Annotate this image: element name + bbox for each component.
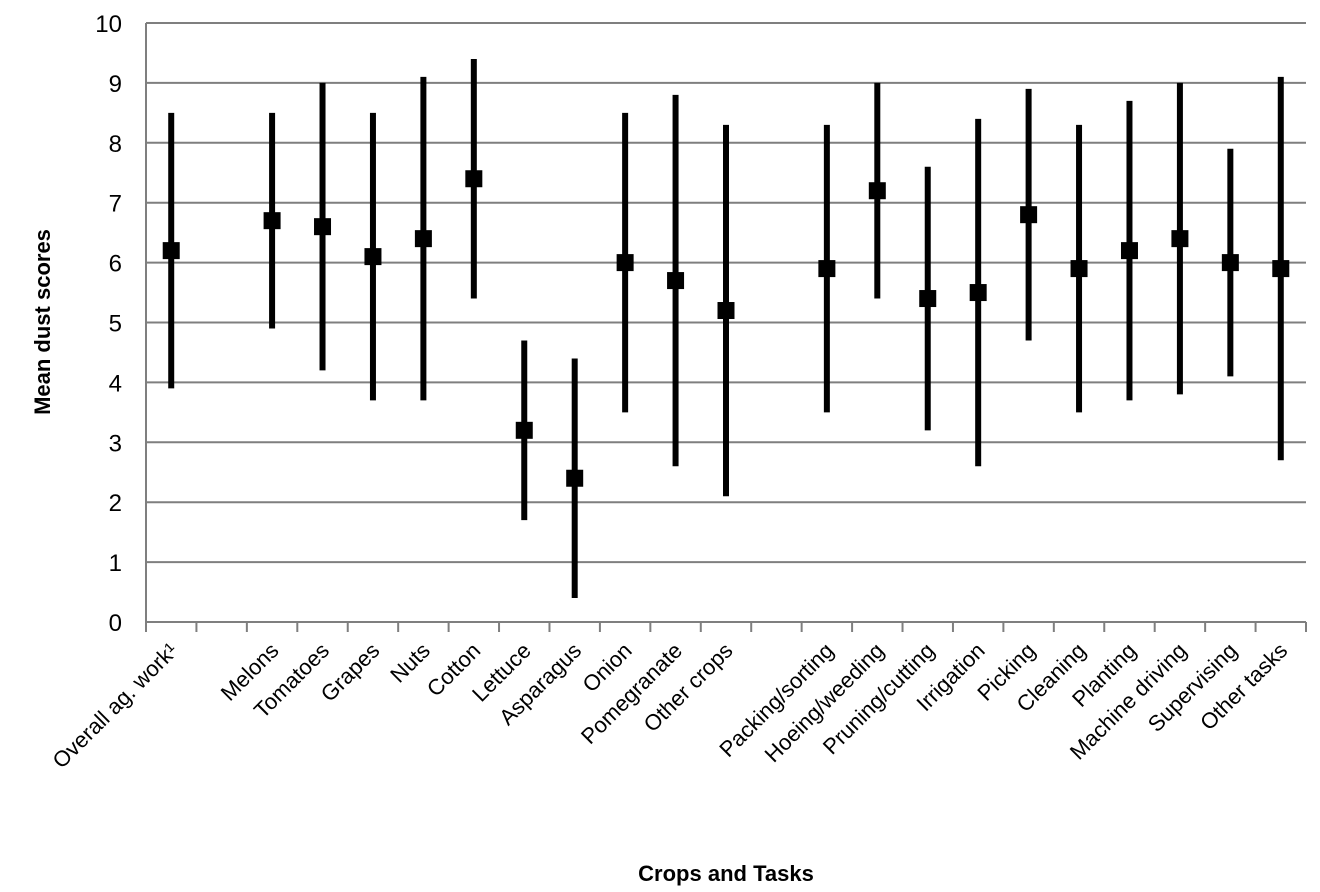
mean-marker (515, 421, 533, 439)
x-axis-title: Crops and Tasks (638, 861, 814, 886)
mean-marker (1120, 242, 1138, 260)
y-tick-label: 6 (109, 251, 122, 278)
x-tick-label: Overall ag. work¹ (47, 638, 182, 773)
y-tick-label: 5 (109, 311, 122, 338)
y-tick-label: 8 (109, 131, 122, 158)
mean-marker (414, 230, 432, 248)
y-tick-label: 9 (109, 71, 122, 98)
mean-marker (1221, 254, 1239, 272)
mean-marker (1070, 260, 1088, 278)
error-bar-points (162, 58, 1290, 599)
y-tick-labels: 0 1 2 3 4 5 6 7 8 9 10 (95, 11, 122, 637)
mean-marker (1272, 260, 1290, 278)
y-tick-label: 4 (109, 370, 122, 397)
mean-marker (566, 469, 584, 487)
mean-marker (465, 170, 483, 188)
y-tick-label: 2 (109, 490, 122, 517)
axes (145, 23, 1307, 632)
mean-marker (162, 242, 180, 260)
y-tick-label: 1 (109, 550, 122, 577)
y-axis-title: Mean dust scores (30, 229, 55, 415)
mean-marker (818, 260, 836, 278)
y-tick-label: 3 (109, 430, 122, 457)
mean-marker (616, 254, 634, 272)
y-tick-label: 10 (95, 11, 122, 38)
mean-marker (314, 218, 332, 236)
mean-marker (1171, 230, 1189, 248)
mean-marker (969, 284, 987, 302)
mean-marker (717, 302, 735, 320)
mean-marker (1020, 206, 1038, 224)
mean-marker (667, 272, 685, 290)
mean-marker (868, 182, 886, 200)
y-tick-label: 7 (109, 191, 122, 218)
y-tick-label: 0 (109, 610, 122, 637)
mean-marker (919, 290, 937, 308)
mean-marker (364, 248, 382, 266)
mean-marker (263, 212, 281, 230)
